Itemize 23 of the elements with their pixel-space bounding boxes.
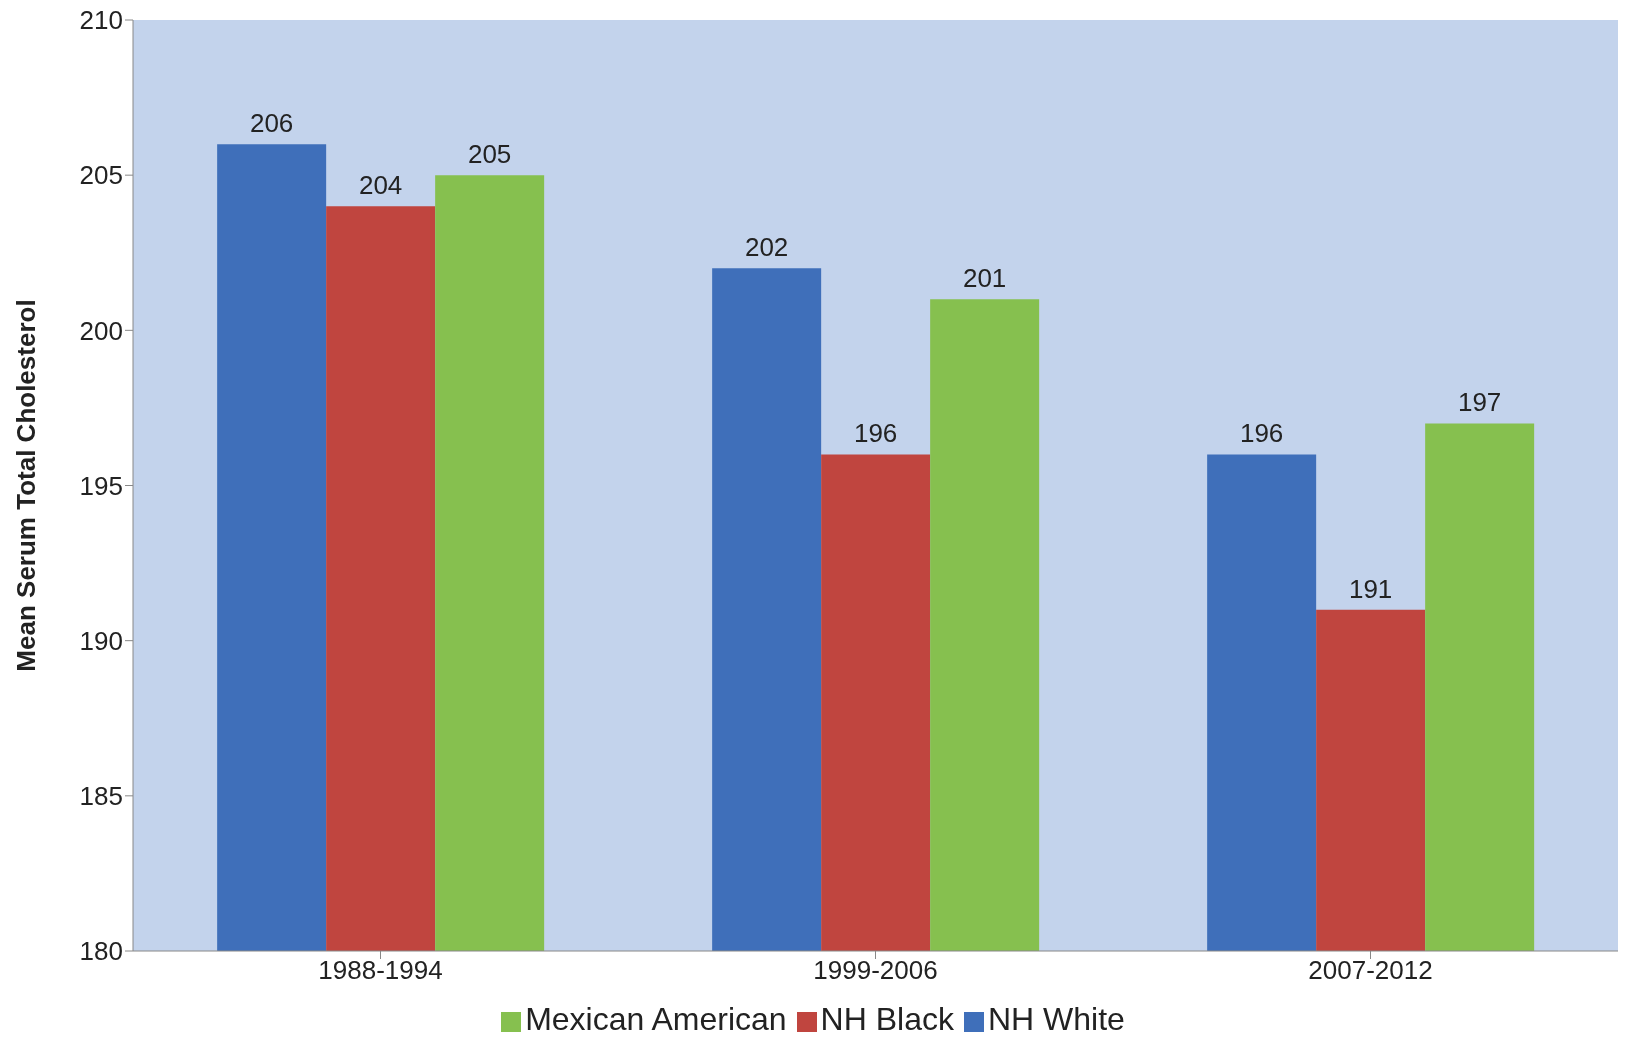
legend-label: NH Black bbox=[820, 1001, 954, 1037]
legend-label: Mexican American bbox=[525, 1001, 787, 1037]
data-label: 196 bbox=[853, 418, 898, 449]
data-label: 204 bbox=[358, 170, 403, 201]
y-tick-label: 180 bbox=[79, 936, 123, 967]
data-label: 205 bbox=[467, 139, 512, 170]
y-tick-label: 210 bbox=[79, 5, 123, 36]
x-tick-label: 1988-1994 bbox=[318, 955, 443, 986]
data-label: 201 bbox=[962, 263, 1007, 294]
x-tick-label: 1999-2006 bbox=[813, 955, 938, 986]
legend-label: NH White bbox=[987, 1001, 1125, 1037]
y-tick-label: 190 bbox=[79, 625, 123, 656]
y-tick-label: 185 bbox=[79, 781, 123, 812]
data-label: 202 bbox=[744, 232, 789, 263]
data-label: 196 bbox=[1239, 418, 1284, 449]
data-label: 191 bbox=[1348, 573, 1393, 604]
data-label: 197 bbox=[1457, 387, 1502, 418]
y-tick-label: 195 bbox=[79, 470, 123, 501]
y-tick-label: 200 bbox=[79, 315, 123, 346]
x-tick-label: 2007-2012 bbox=[1308, 955, 1433, 986]
y-axis-title: Mean Serum Total Cholesterol bbox=[11, 299, 42, 672]
y-tick-label: 205 bbox=[79, 160, 123, 191]
data-label: 206 bbox=[249, 108, 294, 139]
